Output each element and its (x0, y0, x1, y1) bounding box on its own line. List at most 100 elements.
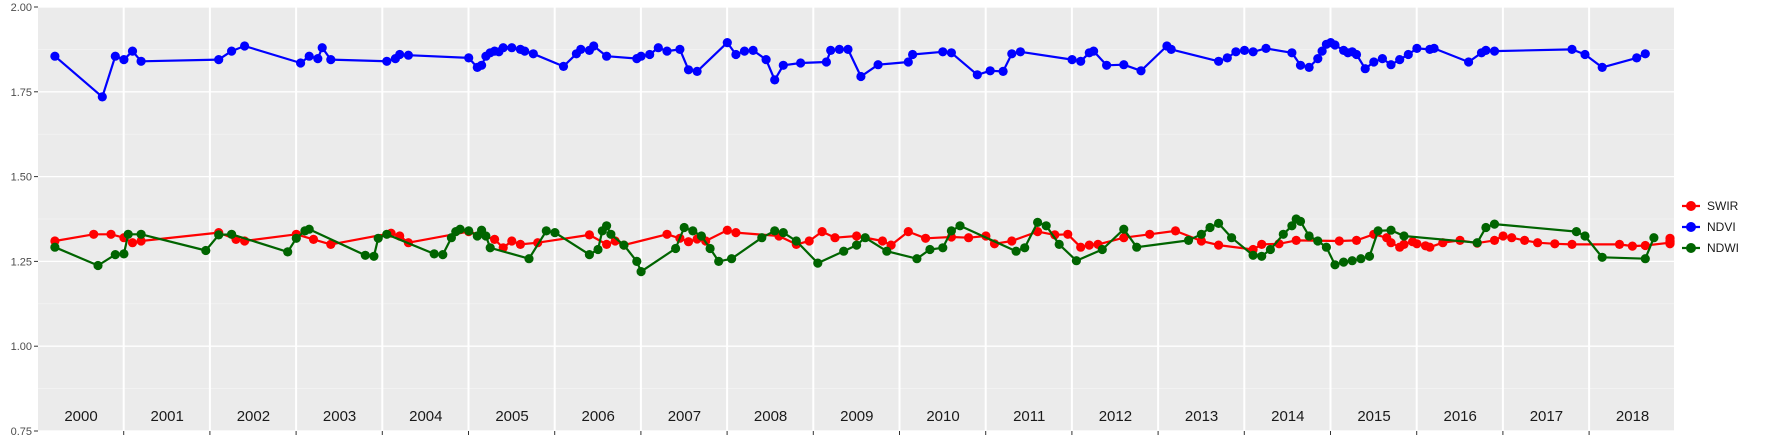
data-point-ndvi (1102, 60, 1112, 70)
legend-key-ndvi (1686, 222, 1696, 232)
data-point-ndwi (1304, 231, 1314, 241)
grid-layer (38, 6, 1674, 432)
data-point-ndvi (938, 47, 948, 57)
data-point-ndvi (136, 56, 146, 66)
data-point-ndvi (326, 55, 336, 65)
data-point-ndvi (1136, 66, 1146, 76)
data-point-ndvi (395, 49, 405, 60)
data-point-ndwi (1227, 233, 1237, 243)
year-label: 2011 (1013, 408, 1045, 425)
data-point-ndvi (1580, 49, 1590, 60)
data-point-ndwi (593, 244, 603, 255)
data-point-ndwi (946, 226, 957, 236)
data-point-ndvi (119, 55, 129, 65)
data-point-ndwi (201, 245, 211, 256)
data-point-ndwi (860, 233, 870, 243)
data-point-ndwi (791, 236, 801, 246)
data-point-ndvi (576, 44, 586, 55)
legend-key-swir (1686, 201, 1696, 211)
data-point-swir (1520, 235, 1530, 245)
year-label: 2003 (323, 408, 356, 425)
data-point-ndwi (1347, 256, 1357, 266)
data-point-ndwi (1257, 251, 1267, 261)
data-point-ndwi (373, 233, 383, 243)
data-point-swir (1076, 242, 1086, 252)
data-point-swir (662, 229, 672, 239)
data-point-ndwi (438, 250, 448, 260)
data-point-ndvi (692, 66, 702, 76)
data-point-ndvi (1248, 47, 1258, 57)
data-point-ndvi (645, 49, 655, 60)
data-point-ndwi (1571, 227, 1581, 237)
data-point-ndwi (1248, 250, 1258, 260)
data-point-swir (1007, 236, 1017, 246)
data-point-ndvi (1412, 43, 1422, 54)
data-point-ndvi (675, 44, 685, 55)
data-point-ndvi (731, 49, 741, 60)
data-point-swir (602, 239, 612, 249)
data-point-swir (507, 236, 517, 246)
data-point-ndvi (1076, 56, 1086, 66)
year-label: 2008 (754, 408, 787, 425)
data-point-swir (1567, 239, 1577, 249)
data-point-ndvi (1489, 46, 1500, 56)
data-point-swir (1399, 239, 1409, 249)
data-point-ndvi (1377, 54, 1387, 64)
data-point-ndwi (110, 250, 120, 260)
data-point-ndwi (464, 226, 474, 236)
data-point-ndwi (671, 243, 681, 254)
data-point-ndvi (382, 56, 392, 66)
year-label: 2004 (409, 408, 442, 425)
data-point-swir (722, 225, 732, 235)
year-label: 2015 (1357, 408, 1390, 425)
data-point-swir (308, 234, 319, 244)
data-point-ndwi (1364, 251, 1375, 261)
data-point-swir (127, 238, 138, 248)
data-point-swir (1533, 238, 1543, 248)
data-point-swir (1386, 238, 1396, 248)
data-point-ndvi (1403, 49, 1413, 60)
data-point-ndvi (683, 65, 694, 75)
year-label: 2007 (668, 408, 701, 425)
data-point-ndwi (679, 222, 689, 233)
data-point-ndwi (757, 233, 767, 243)
data-point-ndwi (550, 228, 560, 238)
data-point-ndwi (1339, 257, 1349, 267)
data-point-ndvi (1395, 55, 1405, 65)
data-point-ndvi (653, 43, 663, 53)
data-point-ndvi (110, 51, 120, 61)
data-point-ndvi (908, 49, 918, 60)
data-point-ndwi (705, 243, 715, 254)
data-point-ndwi (1399, 231, 1409, 241)
data-point-ndwi (1054, 239, 1064, 249)
data-point-ndwi (912, 254, 922, 264)
data-point-ndvi (1214, 56, 1224, 66)
data-point-ndvi (127, 46, 138, 56)
data-point-ndvi (662, 46, 672, 56)
data-point-ndwi (283, 247, 293, 257)
data-point-ndwi (481, 231, 491, 241)
data-point-ndwi (813, 258, 823, 268)
data-point-swir (1334, 236, 1344, 246)
year-label: 2009 (840, 408, 873, 425)
data-point-ndwi (839, 246, 849, 256)
y-tick-label: 2.00 (11, 2, 32, 14)
data-point-ndwi (1183, 235, 1194, 245)
data-point-swir (830, 233, 840, 243)
data-point-swir (106, 229, 116, 239)
data-point-ndvi (240, 41, 250, 51)
data-point-swir (89, 229, 99, 239)
data-point-ndwi (727, 254, 737, 264)
data-point-ndwi (1313, 236, 1323, 246)
data-point-ndwi (1278, 229, 1288, 239)
data-point-ndvi (1231, 47, 1241, 57)
data-point-ndwi (360, 250, 370, 260)
y-tick-label: 1.25 (11, 256, 32, 268)
data-point-swir (490, 234, 500, 244)
data-point-swir (1196, 236, 1206, 246)
data-point-ndvi (1330, 40, 1340, 50)
data-point-swir (1063, 229, 1073, 239)
data-point-ndwi (1356, 254, 1366, 264)
legend-label-ndvi: NDVI (1707, 220, 1736, 234)
